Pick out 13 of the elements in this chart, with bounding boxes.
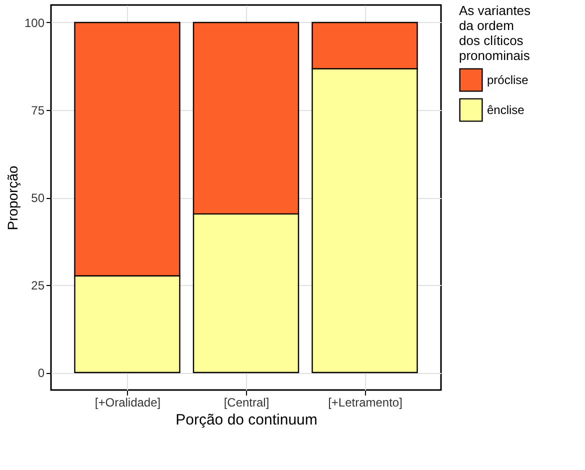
x-tick-label: [+Letramento] <box>328 396 402 410</box>
x-tick-label: [+Oralidade] <box>94 396 161 410</box>
x-tick-label: [Central] <box>224 396 270 410</box>
y-tick-label: 75 <box>31 104 45 118</box>
x-axis-title: Porção do continuum <box>176 412 318 428</box>
y-tick-label: 0 <box>38 366 45 380</box>
legend-label: próclise <box>487 73 529 87</box>
y-tick-label: 25 <box>31 278 45 292</box>
y-axis-title: Proporção <box>4 165 20 230</box>
legend-label: ênclise <box>487 103 525 117</box>
legend-title: As variantes da ordem dos clíticos pronominais <box>459 3 532 63</box>
y-tick-label: 100 <box>24 16 45 30</box>
y-tick-label: 50 <box>31 191 45 205</box>
